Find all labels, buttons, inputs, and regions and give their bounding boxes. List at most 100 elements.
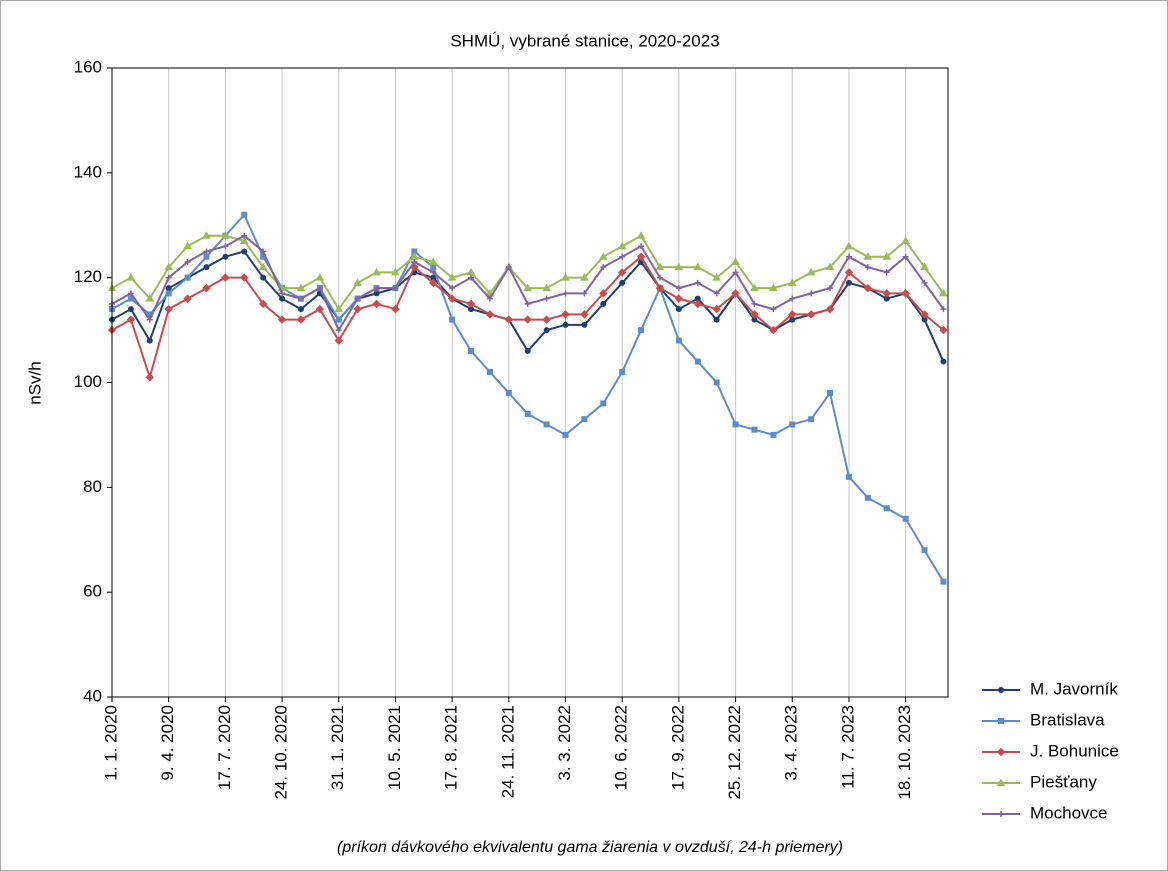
- point: [222, 253, 229, 260]
- x-tick-label: 17. 9. 2022: [668, 705, 687, 790]
- point: [241, 232, 248, 239]
- point: [449, 316, 456, 323]
- point: [372, 267, 381, 276]
- point: [825, 304, 835, 314]
- point: [296, 315, 306, 324]
- point: [883, 269, 890, 276]
- point: [619, 279, 626, 286]
- point: [258, 262, 268, 271]
- x-tick-label: 9. 4. 2020: [158, 705, 177, 781]
- point: [581, 416, 588, 423]
- point: [864, 264, 871, 271]
- point: [335, 327, 342, 334]
- point: [466, 299, 476, 309]
- chart-title: SHMÚ, vybrané stanice, 2020-2023: [450, 31, 719, 50]
- point: [562, 321, 569, 328]
- x-tick-label: 18. 10. 2023: [895, 705, 914, 800]
- point: [241, 248, 248, 255]
- point: [713, 316, 720, 323]
- point: [712, 273, 722, 281]
- point: [675, 285, 682, 292]
- point: [901, 289, 910, 298]
- point: [543, 295, 550, 302]
- point: [145, 373, 154, 382]
- point: [241, 211, 248, 218]
- point: [505, 264, 512, 271]
- point: [694, 279, 701, 286]
- plot-border: [111, 67, 949, 698]
- caption: (príkon dávkového ekvivalentu gama žiare…: [337, 839, 843, 856]
- legend-marker: [996, 747, 1006, 757]
- point: [675, 337, 682, 344]
- point: [920, 262, 929, 271]
- point: [598, 252, 608, 260]
- point: [165, 290, 172, 297]
- point: [844, 268, 854, 277]
- point: [126, 315, 136, 324]
- point: [297, 306, 304, 313]
- point: [713, 379, 720, 386]
- point: [184, 258, 191, 265]
- point: [599, 289, 608, 298]
- point: [806, 310, 816, 319]
- point: [505, 389, 512, 396]
- point: [731, 289, 740, 298]
- point: [751, 426, 758, 433]
- point: [203, 253, 210, 260]
- point: [334, 336, 343, 345]
- point: [581, 290, 588, 297]
- point: [504, 315, 514, 324]
- point: [279, 295, 286, 302]
- point: [468, 274, 475, 281]
- point: [619, 369, 626, 376]
- point: [806, 267, 816, 276]
- point: [523, 283, 533, 292]
- x-tick-label: 24. 10. 2020: [272, 705, 291, 800]
- point: [693, 262, 703, 271]
- point: [561, 310, 570, 319]
- point: [751, 300, 758, 307]
- y-tick-label: 140: [74, 162, 102, 181]
- point: [712, 304, 721, 314]
- point: [920, 310, 929, 319]
- point: [221, 273, 230, 282]
- point: [600, 300, 607, 307]
- point: [600, 264, 607, 271]
- point: [260, 274, 267, 281]
- point: [674, 262, 684, 271]
- point: [430, 264, 437, 271]
- point: [827, 285, 834, 292]
- point: [203, 264, 210, 271]
- point: [145, 294, 155, 302]
- point: [354, 295, 361, 302]
- point: [183, 241, 192, 250]
- point: [447, 294, 457, 303]
- point: [334, 304, 344, 313]
- x-tick-label: 25. 12. 2022: [725, 705, 744, 800]
- legend-marker: [996, 778, 1006, 786]
- point: [523, 315, 532, 324]
- point: [485, 310, 495, 319]
- point: [202, 283, 211, 293]
- x-tick-label: 31. 1. 2021: [328, 705, 347, 790]
- point: [486, 295, 493, 302]
- point: [940, 578, 947, 585]
- point: [542, 283, 551, 292]
- point: [770, 306, 777, 313]
- point: [789, 295, 796, 302]
- y-tick-label: 120: [74, 267, 102, 286]
- point: [373, 285, 380, 292]
- y-axis-label: nSv/h: [25, 361, 44, 404]
- point: [655, 262, 665, 271]
- point: [902, 253, 909, 260]
- y-tick-label: 40: [83, 686, 102, 705]
- point: [617, 241, 627, 250]
- point: [486, 369, 493, 376]
- point: [580, 273, 589, 281]
- point: [428, 257, 438, 265]
- point: [902, 515, 909, 522]
- point: [392, 285, 399, 292]
- point: [808, 416, 815, 423]
- point: [808, 290, 815, 297]
